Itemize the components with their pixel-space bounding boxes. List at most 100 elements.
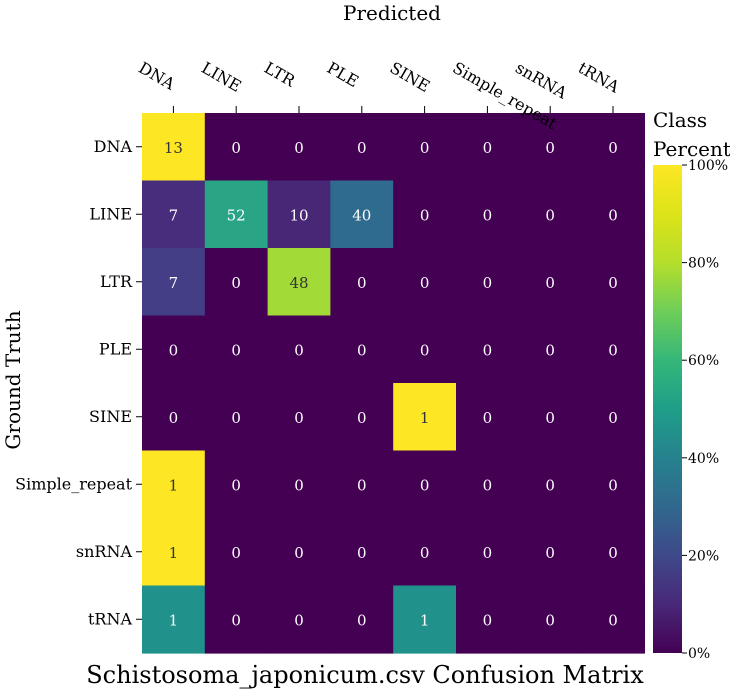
y-tick-label: tRNA — [88, 609, 132, 628]
cell-value-label: 0 — [608, 476, 618, 494]
cell-value-label: 10 — [289, 206, 308, 224]
heatmap-cell — [581, 248, 645, 317]
y-tick-label: PLE — [99, 339, 132, 358]
heatmap-cell — [581, 113, 645, 182]
x-tick-label: LINE — [198, 58, 244, 96]
x-tick-label: LTR — [261, 58, 299, 91]
cell-value-label: 0 — [294, 611, 304, 629]
cell-value-label: 0 — [483, 341, 493, 359]
heatmap-cell — [393, 383, 457, 452]
cell-value-label: 0 — [294, 139, 304, 157]
cell-value-label: 0 — [357, 476, 367, 494]
x-tick-label: DNA — [135, 58, 178, 94]
cell-value-label: 0 — [483, 544, 493, 562]
heatmap-cell — [518, 518, 583, 587]
cell-value-label: 0 — [483, 206, 493, 224]
x-tick-label: tRNA — [575, 58, 623, 97]
heatmap-cell — [518, 585, 583, 654]
cell-value-label: 0 — [483, 139, 493, 157]
cell-value-label: 48 — [289, 274, 308, 292]
cell-value-label: 1 — [420, 611, 430, 629]
colorbar-tick-label: 20% — [688, 548, 719, 564]
cell-value-label: 0 — [483, 476, 493, 494]
cell-value-label: 0 — [169, 409, 179, 427]
colorbar: 0% 20% 40% 60% 80% 100% — [653, 158, 728, 662]
heatmap-cell — [142, 383, 206, 452]
heatmap-cell — [267, 180, 331, 249]
cell-value-label: 0 — [231, 409, 241, 427]
x-tick-label: PLE — [324, 58, 362, 91]
cell-value-label: 0 — [231, 611, 241, 629]
heatmap-cell — [330, 518, 394, 587]
cell-value-label: 0 — [357, 274, 367, 292]
cell-value-label: 0 — [420, 476, 430, 494]
heatmap-cell — [456, 180, 520, 249]
heatmap-cell — [267, 113, 331, 182]
colorbar-title-line2: Percent — [653, 137, 730, 161]
heatmap-cell — [456, 518, 520, 587]
heatmap-cell — [581, 450, 645, 519]
y-tick-label: LTR — [100, 272, 133, 291]
cell-value-label: 7 — [169, 206, 179, 224]
heatmap-cell — [393, 585, 457, 654]
heatmap-cell — [456, 585, 520, 654]
cell-value-label: 0 — [420, 274, 430, 292]
cell-value-label: 0 — [608, 139, 618, 157]
cell-value-label: 0 — [545, 341, 555, 359]
heatmap-cell — [518, 450, 583, 519]
colorbar-gradient — [653, 165, 682, 653]
colorbar-tick-label: 100% — [688, 158, 728, 174]
x-tick-label: SINE — [387, 58, 434, 96]
cell-value-label: 0 — [231, 544, 241, 562]
cell-value-label: 52 — [227, 206, 246, 224]
heatmap-cell — [142, 315, 206, 384]
cell-value-label: 0 — [545, 611, 555, 629]
cell-value-label: 0 — [357, 611, 367, 629]
cell-value-label: 7 — [169, 274, 179, 292]
heatmap-cell — [267, 315, 331, 384]
heatmap-cell — [330, 383, 394, 452]
cell-value-label: 0 — [545, 476, 555, 494]
heatmap-cell — [393, 180, 457, 249]
cell-value-label: 0 — [231, 476, 241, 494]
cell-value-label: 0 — [357, 544, 367, 562]
cell-value-label: 0 — [608, 206, 618, 224]
heatmap-cell — [518, 113, 583, 182]
cell-value-label: 0 — [545, 274, 555, 292]
heatmap-cell — [581, 315, 645, 384]
cell-value-label: 0 — [545, 139, 555, 157]
cell-value-label: 0 — [483, 274, 493, 292]
cell-value-labels: 13 0 0 0 0 0 0 07 52 10 40 0 0 0 07 0 48 0 0 0 0 00 0 0 0 0 0 0 00 0 0… — [164, 139, 618, 630]
colorbar-tick-label: 80% — [688, 256, 719, 272]
heatmap-cell — [393, 113, 457, 182]
colorbar-tick-label: 60% — [688, 353, 719, 369]
heatmap-cell — [204, 585, 269, 654]
cell-value-label: 0 — [608, 409, 618, 427]
heatmap-cell — [204, 315, 269, 384]
heatmap-cell — [267, 518, 331, 587]
cell-value-label: 0 — [608, 274, 618, 292]
heatmap-cell — [581, 180, 645, 249]
cell-value-label: 0 — [294, 544, 304, 562]
colorbar-tick-label: 40% — [688, 451, 719, 467]
y-tick-label: DNA — [94, 137, 133, 156]
y-tick-label: SINE — [89, 407, 132, 426]
heatmap-cell — [204, 518, 269, 587]
heatmap-cell — [142, 180, 206, 249]
cell-value-label: 0 — [545, 206, 555, 224]
heatmap-cell — [142, 585, 206, 654]
heatmap-cell — [456, 383, 520, 452]
heatmap-cell — [330, 113, 394, 182]
y-axis-title: Ground Truth — [1, 310, 25, 449]
heatmap-cell — [456, 450, 520, 519]
y-tick-label: snRNA — [76, 542, 133, 561]
heatmap-cell — [142, 113, 206, 182]
heatmap-cell — [330, 248, 394, 317]
heatmap-cell — [456, 248, 520, 317]
cell-value-label: 0 — [169, 341, 179, 359]
cell-value-label: 0 — [483, 409, 493, 427]
heatmap-cell — [204, 180, 269, 249]
heatmap-cell — [142, 248, 206, 317]
heatmap-cell — [393, 315, 457, 384]
